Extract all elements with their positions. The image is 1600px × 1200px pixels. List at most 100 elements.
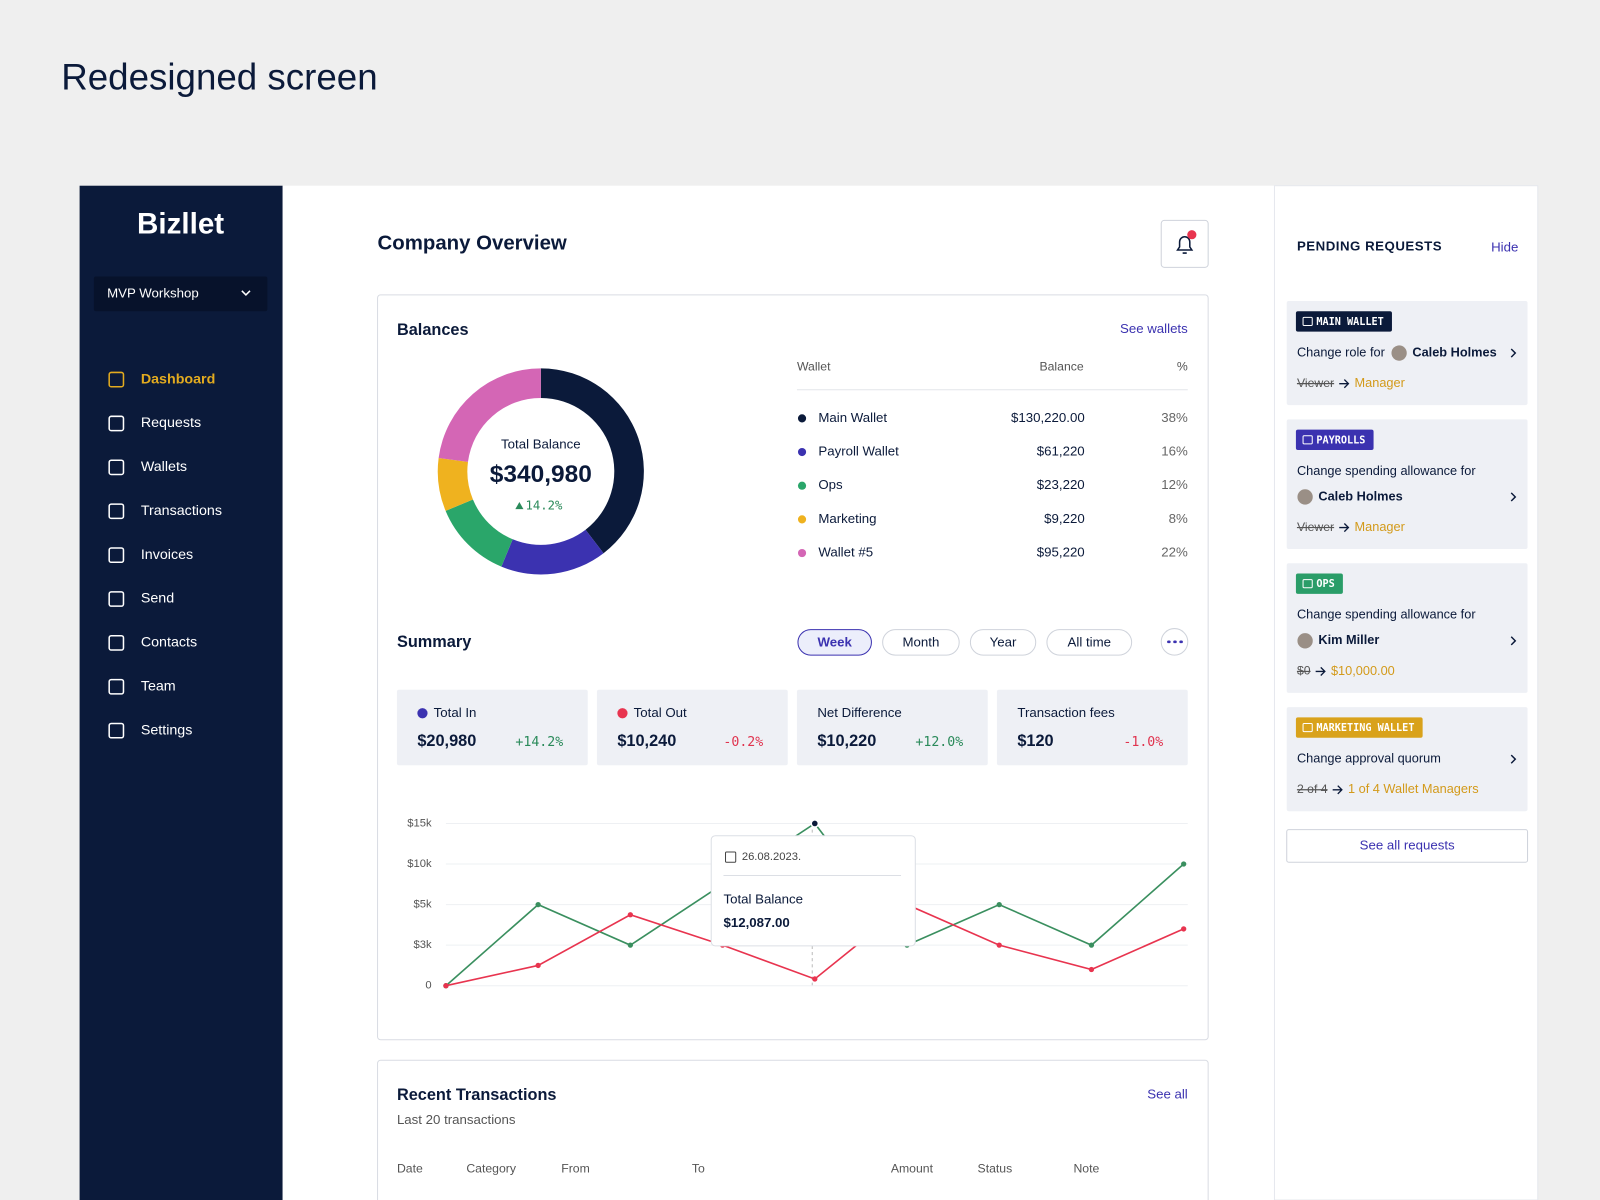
request-tag [1295, 573, 1343, 594]
y-tick-label: $5k [414, 899, 432, 911]
tooltip [710, 835, 916, 947]
tag-label: PAYROLLS [1316, 435, 1365, 446]
data-point [1088, 942, 1095, 948]
data-point [535, 962, 541, 969]
nav-item[interactable]: Settings [141, 722, 193, 738]
column-header: Status [978, 1162, 1013, 1176]
period-label: All time [1068, 634, 1111, 649]
y-tick-label: $10k [407, 858, 432, 870]
stat-card [996, 689, 1188, 766]
wallet-dot [797, 481, 807, 490]
chevron [1510, 348, 1517, 358]
data-point [996, 901, 1002, 908]
tooltip-label: Total Balance [723, 892, 803, 907]
tag-label: MAIN WALLET [1316, 317, 1383, 328]
nav-item[interactable]: Send [141, 591, 174, 607]
data-point [627, 942, 634, 948]
stat-label: Total In [434, 705, 477, 720]
request-text: Change spending allowance for [1297, 607, 1476, 622]
link[interactable]: See wallets [1120, 321, 1188, 336]
period-pill[interactable] [882, 629, 960, 656]
wallet-name: Main Wallet [818, 410, 887, 425]
period-pill[interactable] [969, 629, 1037, 656]
arrow [1339, 379, 1350, 389]
period-label: Week [818, 634, 853, 649]
column-header: Balance [1039, 360, 1083, 374]
balances-card [377, 294, 1209, 1041]
stat-value: $10,240 [617, 732, 676, 750]
nav-icon [108, 371, 125, 388]
from-value: Viewer [1297, 520, 1334, 534]
page-title: Redesigned screen [61, 56, 377, 97]
tooltip-value: $12,087.00 [723, 915, 789, 930]
nav-icon [108, 503, 125, 520]
nav-item[interactable]: Dashboard [141, 371, 216, 387]
wallet-dot [797, 414, 807, 423]
stat-change: +12.0% [915, 735, 963, 750]
nav-item[interactable]: Transactions [141, 503, 222, 519]
logo: Bizllet [137, 207, 224, 240]
stat-card [796, 689, 988, 766]
section-title: Balances [397, 321, 469, 339]
tag-label: OPS [1316, 579, 1334, 590]
panel-title: PENDING REQUESTS [1297, 238, 1442, 253]
wallet-balance: $61,220 [1037, 444, 1085, 459]
tag-icon [1302, 722, 1313, 733]
to-value: Manager [1355, 519, 1406, 534]
column-header: Date [397, 1162, 423, 1176]
tooltip-date: 26.08.2023. [742, 851, 801, 863]
see-all-button[interactable] [1286, 829, 1529, 863]
wallet-balance: $23,220 [1037, 477, 1085, 492]
wallet-name: Wallet #5 [818, 545, 873, 560]
workspace-select[interactable] [93, 276, 268, 312]
donut-segment [438, 368, 541, 462]
request-text: Change approval quorum [1297, 751, 1441, 766]
nav-item[interactable]: Team [141, 679, 176, 695]
nav-icon [108, 415, 125, 432]
wallet-percent: 12% [1161, 477, 1188, 492]
calendar-icon [725, 851, 737, 863]
hide-link[interactable]: Hide [1491, 239, 1518, 254]
stat-card [396, 689, 588, 766]
period-pill[interactable] [797, 629, 872, 656]
total-value: $340,980 [490, 461, 592, 488]
request-text: Change spending allowance for [1297, 463, 1476, 478]
notification-dot [1187, 230, 1197, 240]
wallet-name: Marketing [818, 511, 876, 526]
person-name: Caleb Holmes [1412, 344, 1496, 359]
column-header: From [561, 1162, 590, 1176]
donut-segment [540, 368, 644, 554]
arrow [1332, 785, 1343, 795]
to-value: $10,000.00 [1331, 663, 1395, 678]
y-tick-label: $3k [414, 939, 432, 951]
period-label: Month [903, 634, 940, 649]
data-point [812, 976, 818, 982]
section-subtitle: Last 20 transactions [397, 1112, 516, 1127]
request-card[interactable] [1286, 563, 1528, 693]
nav-item[interactable]: Requests [141, 415, 201, 431]
nav-item[interactable]: Invoices [141, 547, 193, 563]
link[interactable]: See all [1147, 1086, 1188, 1101]
arrow [1339, 523, 1350, 533]
y-tick-label: $15k [407, 817, 432, 829]
period-pill[interactable] [1046, 629, 1133, 656]
nav-icon [108, 722, 125, 739]
avatar [1391, 345, 1407, 361]
column-header: To [692, 1162, 705, 1176]
wallet-percent: 22% [1161, 545, 1188, 560]
data-point [627, 912, 634, 918]
wallet-percent: 16% [1161, 444, 1188, 459]
chevron [1510, 754, 1517, 764]
nav-item[interactable]: Contacts [141, 635, 197, 651]
wallet-balance: $9,220 [1044, 511, 1085, 526]
section-title: Recent Transactions [397, 1086, 557, 1104]
request-card[interactable] [1286, 419, 1528, 549]
page-heading: Company Overview [378, 232, 567, 254]
nav-icon [108, 591, 125, 607]
nav-item[interactable]: Wallets [141, 459, 187, 475]
data-point [996, 942, 1002, 948]
notifications[interactable] [1160, 219, 1209, 268]
bell-icon [1176, 236, 1194, 254]
stat-card [596, 689, 788, 766]
to-value: Manager [1355, 375, 1406, 390]
